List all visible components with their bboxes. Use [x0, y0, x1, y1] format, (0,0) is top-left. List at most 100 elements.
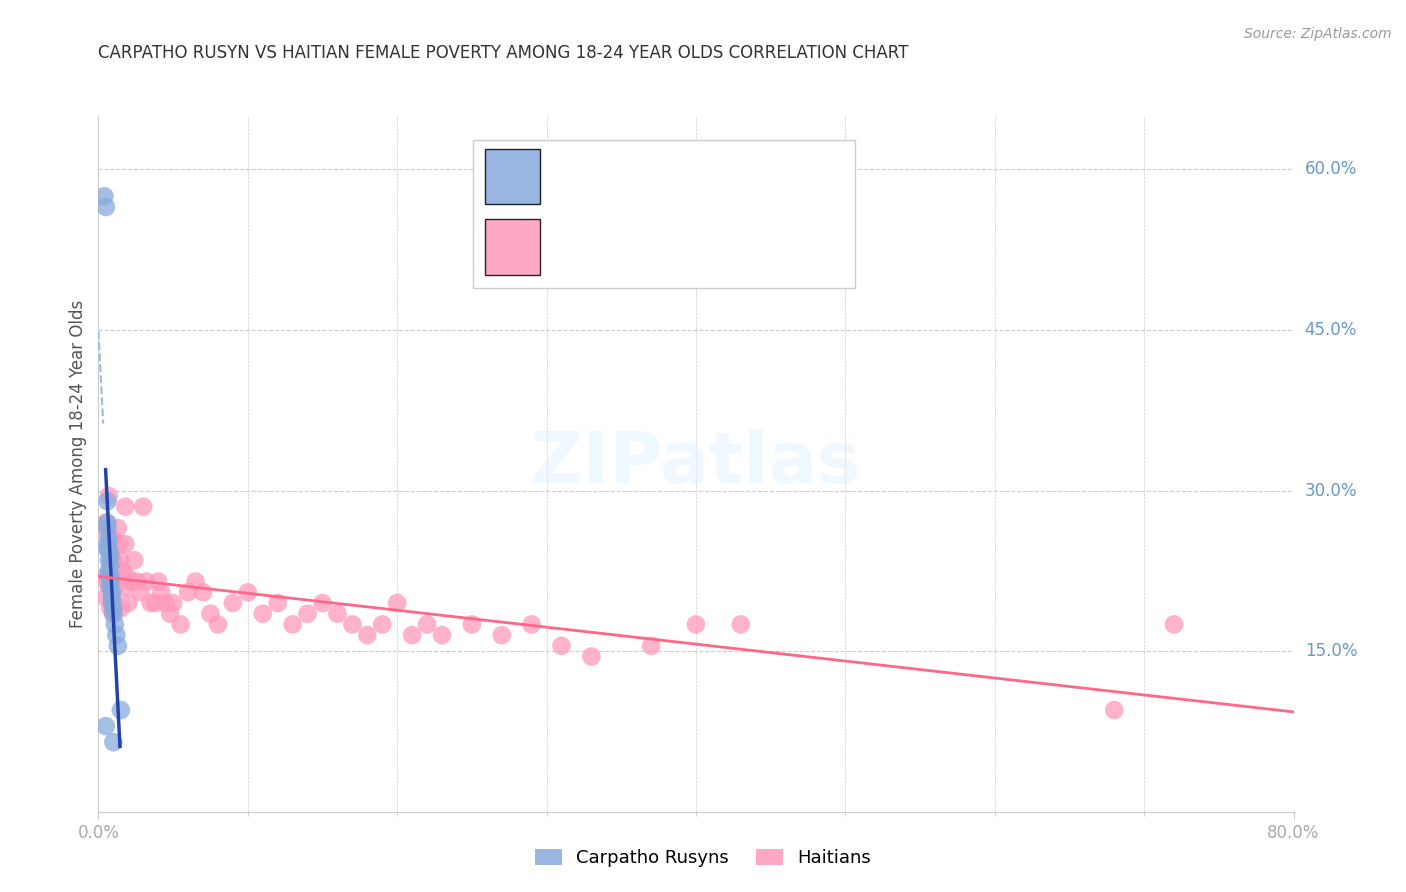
Point — [114, 537, 136, 551]
Point — [96, 542, 118, 557]
Point — [155, 596, 177, 610]
Point — [93, 189, 115, 203]
Text: 15.0%: 15.0% — [1305, 642, 1357, 660]
Point — [94, 569, 117, 583]
Point — [98, 601, 122, 615]
Point — [97, 489, 120, 503]
Point — [103, 553, 125, 567]
Point — [416, 617, 439, 632]
Point — [401, 628, 423, 642]
Point — [120, 574, 142, 589]
Point — [96, 516, 118, 530]
Point — [135, 574, 157, 589]
Text: Source: ZipAtlas.com: Source: ZipAtlas.com — [1244, 27, 1392, 41]
Point — [491, 628, 513, 642]
Point — [96, 537, 118, 551]
Point — [267, 596, 290, 610]
Point — [103, 735, 125, 749]
Point — [148, 574, 170, 589]
Point — [96, 521, 118, 535]
Point — [640, 639, 662, 653]
Point — [97, 564, 120, 578]
Point — [581, 649, 603, 664]
Point — [169, 617, 191, 632]
Point — [207, 617, 229, 632]
Point — [222, 596, 245, 610]
Point — [159, 607, 181, 621]
Point — [112, 580, 135, 594]
Point — [108, 537, 131, 551]
Point — [103, 607, 125, 621]
Point — [550, 639, 572, 653]
Point — [430, 628, 453, 642]
Point — [96, 494, 118, 508]
Point — [127, 574, 149, 589]
Text: 45.0%: 45.0% — [1305, 321, 1357, 339]
Point — [1163, 617, 1185, 632]
Point — [162, 596, 184, 610]
Point — [385, 596, 409, 610]
Point — [281, 617, 304, 632]
Point — [105, 628, 128, 642]
Point — [371, 617, 394, 632]
Point — [461, 617, 484, 632]
Point — [111, 564, 134, 578]
Point — [97, 532, 120, 546]
Point — [103, 607, 125, 621]
Point — [101, 532, 124, 546]
Text: CARPATHO RUSYN VS HAITIAN FEMALE POVERTY AMONG 18-24 YEAR OLDS CORRELATION CHART: CARPATHO RUSYN VS HAITIAN FEMALE POVERTY… — [98, 45, 908, 62]
Point — [97, 553, 120, 567]
Point — [139, 596, 162, 610]
Point — [124, 553, 146, 567]
Point — [297, 607, 319, 621]
Point — [685, 617, 707, 632]
Point — [101, 585, 124, 599]
Point — [730, 617, 752, 632]
Point — [107, 521, 129, 535]
Point — [150, 585, 173, 599]
Point — [107, 639, 129, 653]
Point — [101, 591, 124, 605]
Point — [236, 585, 259, 599]
Point — [184, 574, 207, 589]
Point — [105, 569, 128, 583]
Point — [1104, 703, 1126, 717]
Text: 60.0%: 60.0% — [1305, 161, 1357, 178]
Point — [311, 596, 333, 610]
Point — [94, 719, 117, 733]
Point — [200, 607, 222, 621]
Point — [132, 500, 155, 514]
Point — [98, 548, 122, 562]
Point — [110, 703, 132, 717]
Point — [114, 500, 136, 514]
Point — [129, 585, 152, 599]
Point — [98, 558, 122, 573]
Text: ZIPatlas: ZIPatlas — [531, 429, 860, 499]
Point — [96, 526, 118, 541]
Point — [115, 569, 138, 583]
Point — [110, 601, 132, 615]
Point — [98, 548, 122, 562]
Point — [110, 553, 132, 567]
Point — [177, 585, 200, 599]
Point — [97, 580, 120, 594]
Point — [143, 596, 166, 610]
Point — [103, 601, 125, 615]
Point — [191, 585, 214, 599]
Point — [326, 607, 349, 621]
Point — [94, 200, 117, 214]
Point — [94, 591, 117, 605]
Point — [342, 617, 364, 632]
Point — [98, 574, 122, 589]
Point — [97, 569, 120, 583]
Point — [94, 516, 117, 530]
Point — [356, 628, 378, 642]
Point — [98, 580, 122, 594]
Legend: Carpatho Rusyns, Haitians: Carpatho Rusyns, Haitians — [527, 841, 879, 874]
Point — [98, 569, 122, 583]
Point — [101, 591, 124, 605]
Point — [520, 617, 543, 632]
Point — [97, 542, 120, 557]
Point — [252, 607, 274, 621]
Point — [96, 574, 118, 589]
